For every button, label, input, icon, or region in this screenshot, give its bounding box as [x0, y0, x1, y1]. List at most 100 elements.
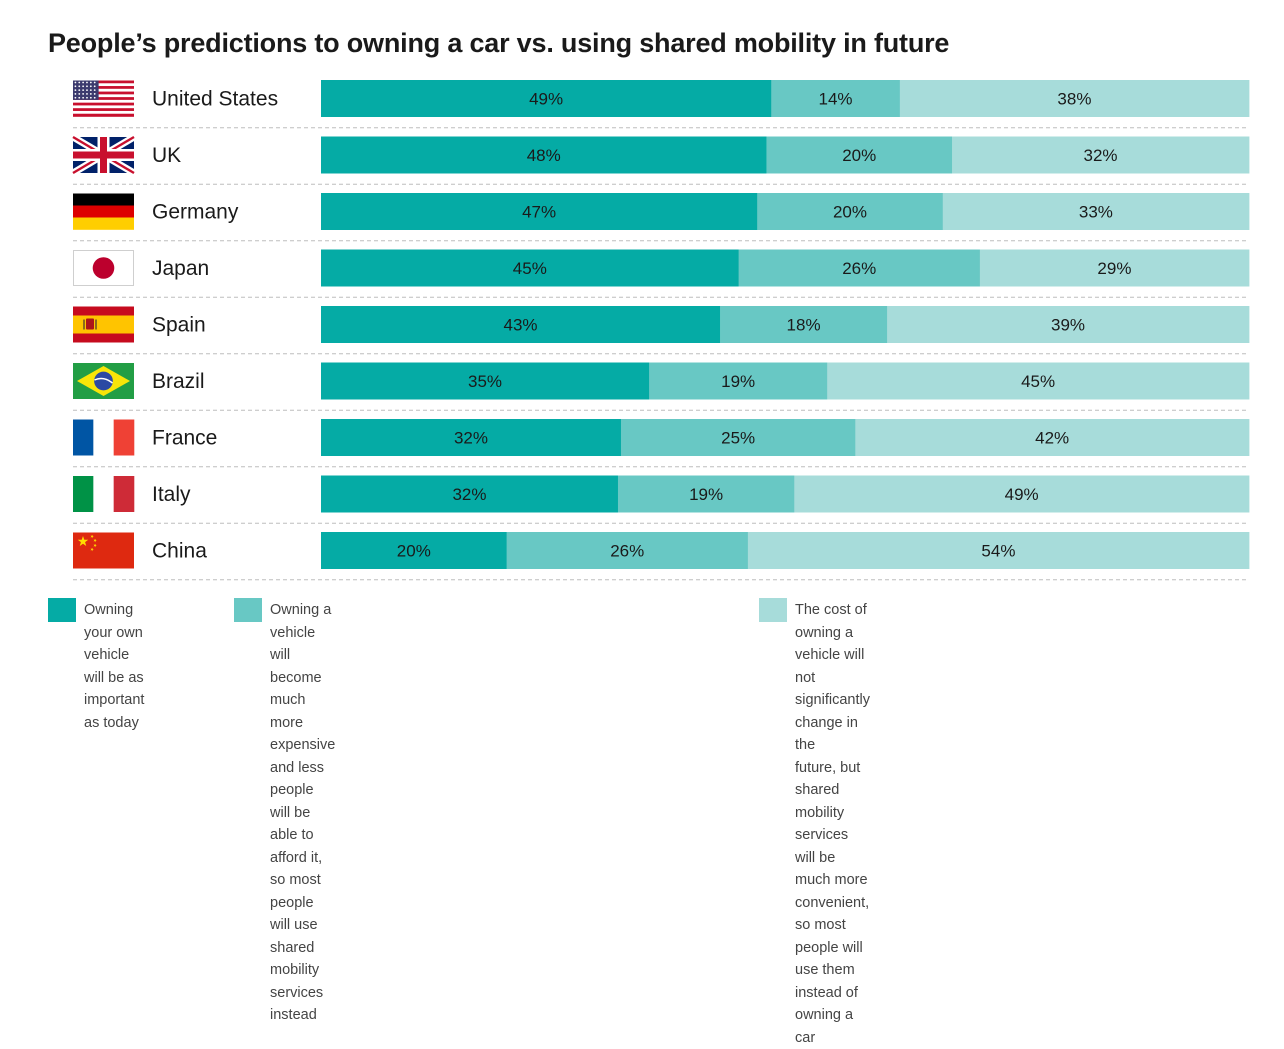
bar-segment — [321, 80, 772, 117]
data-label: 35% — [468, 372, 502, 391]
bar-segment — [321, 249, 739, 287]
country-label: UK — [152, 144, 181, 167]
data-label: 47% — [522, 203, 556, 222]
data-label: 26% — [610, 542, 644, 561]
us-flag-star — [93, 93, 96, 95]
data-label: 49% — [1005, 485, 1039, 504]
us-flag-star — [74, 89, 77, 92]
brazil-flag-icon — [73, 363, 134, 399]
data-label: 32% — [1084, 146, 1118, 165]
us-flag-star — [86, 93, 88, 95]
country-label: Italy — [152, 483, 191, 506]
germany-flag-stripe — [73, 193, 134, 206]
spain-flag-stripe — [73, 315, 134, 334]
us-flag-star — [86, 81, 88, 84]
bar-segment — [794, 475, 1250, 513]
bar-row: Japan 45% 26% 29% — [73, 249, 1250, 298]
legend-line: so most people will use them instead of … — [795, 917, 863, 1046]
us-flag-star — [93, 96, 96, 99]
legend-line: will be able to afford it, so most peopl… — [270, 804, 323, 979]
legend-line: The cost of owning a vehicle will not si… — [795, 602, 870, 753]
us-flag-star — [78, 93, 81, 95]
china-flag-field — [73, 532, 134, 569]
data-label: 32% — [454, 429, 488, 448]
legend-swatch-convenient — [759, 598, 787, 622]
us-flag-stripe — [73, 91, 134, 95]
country-label: Spain — [152, 314, 206, 337]
bar-segment — [899, 80, 1250, 117]
data-label: 48% — [527, 146, 561, 165]
france-flag-stripe — [93, 419, 114, 456]
china-flag-small-star — [90, 547, 94, 552]
legend: Owning your own vehicle will be as impor… — [0, 598, 1284, 1046]
us-flag-star — [78, 89, 81, 92]
us-flag-star — [74, 96, 77, 99]
us-flag-star — [82, 96, 85, 99]
us-flag-star — [86, 85, 88, 88]
legend-line: important as today — [84, 692, 145, 731]
bar-row: Brazil 35% 19% 45% — [73, 362, 1250, 411]
us-flag-stripe — [73, 86, 134, 90]
us-flag-stripe — [73, 99, 134, 103]
data-label: 32% — [452, 485, 486, 504]
us-flag-star — [89, 96, 92, 99]
bar-segment — [757, 193, 944, 230]
legend-line: vehicle will be as — [84, 647, 144, 686]
data-label: 25% — [721, 429, 755, 448]
data-label: 20% — [842, 146, 876, 165]
us-flag-star — [78, 81, 81, 84]
us-flag-star — [74, 93, 77, 95]
legend-swatch-afford — [234, 598, 262, 622]
bar-segment — [942, 193, 1250, 230]
us-flag-star — [82, 81, 85, 84]
us-flag-stripe — [73, 110, 134, 115]
bar-row: Germany 47% 20% 33% — [73, 193, 1250, 242]
us-flag-stripe — [73, 108, 134, 112]
spain-flag-icon — [73, 306, 134, 343]
bar-segment — [747, 532, 1250, 569]
bar-segment — [321, 532, 507, 569]
uk-flag-cross-red — [73, 151, 134, 159]
china-flag-small-star — [90, 534, 94, 539]
china-flag-small-star — [93, 538, 97, 543]
bar-segment — [887, 306, 1250, 343]
spain-flag-pillar — [83, 319, 85, 330]
stacked-bar-chart: United States 49% 14% 38% UK 48% 20% 32% Germany… — [71, 80, 1250, 581]
bar-segment — [855, 419, 1250, 456]
us-flag-stripe — [73, 83, 134, 87]
data-label: 26% — [842, 259, 876, 278]
legend-swatch-own — [48, 598, 76, 622]
us-flag-stripe — [73, 105, 134, 109]
data-label: 20% — [833, 203, 867, 222]
bar-segment — [952, 136, 1250, 174]
us-flag-star — [93, 85, 96, 88]
data-label: 45% — [1021, 372, 1055, 391]
us-flag-star — [78, 96, 81, 99]
legend-line: services instead — [270, 984, 324, 1024]
us-flag-stripe — [73, 88, 134, 92]
bar-row: United States 49% 14% 38% — [73, 80, 1250, 129]
country-label: Japan — [152, 257, 209, 280]
us-flag-star — [86, 96, 88, 99]
data-label: 20% — [397, 542, 431, 561]
bar-segment — [321, 419, 622, 456]
data-label: 33% — [1079, 203, 1113, 222]
us-flag-star — [93, 81, 96, 84]
italy-flag-stripe — [73, 476, 94, 512]
italy-flag-icon — [73, 476, 135, 512]
brazil-flag-band — [94, 377, 113, 384]
data-label: 45% — [513, 259, 547, 278]
data-label: 42% — [1035, 429, 1069, 448]
bar-row: China 20% 26% 54% — [73, 532, 1250, 581]
country-label: China — [152, 540, 207, 563]
us-flag-stripe — [73, 97, 134, 101]
us-flag-star — [89, 89, 92, 92]
bar-segment — [321, 475, 619, 513]
france-flag-stripe — [113, 419, 135, 456]
bar-segment — [766, 136, 953, 174]
spain-flag-emblem — [86, 318, 94, 330]
bar-segment — [620, 419, 856, 456]
spain-flag-pillar — [95, 319, 97, 330]
china-flag-star — [77, 536, 89, 546]
germany-flag-stripe — [73, 217, 134, 230]
